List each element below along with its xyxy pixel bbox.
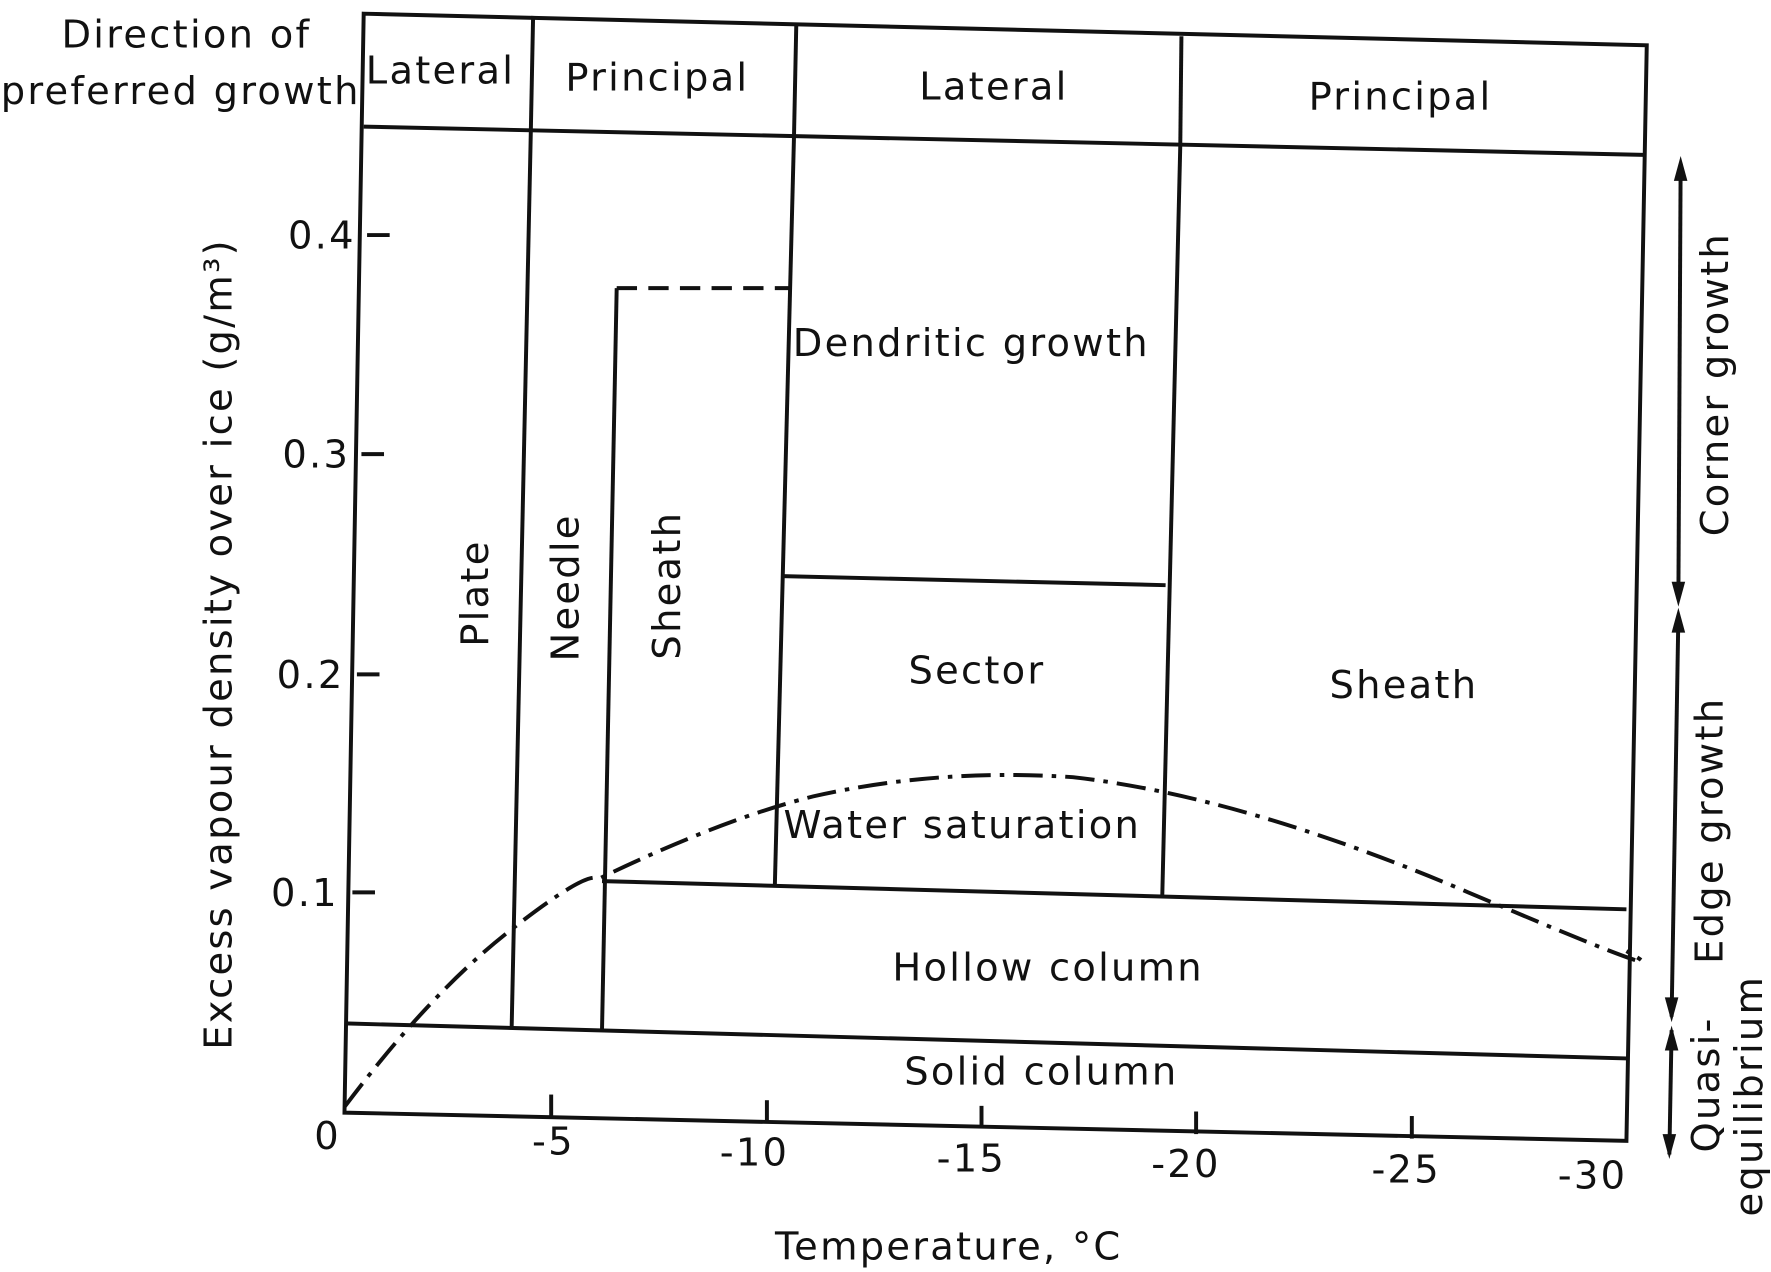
x-tick-label: -15 <box>937 1136 1006 1181</box>
region-label: Dendritic growth <box>793 321 1150 366</box>
y-tick-label: 0.2 <box>277 653 345 698</box>
region-label: Plate <box>453 539 498 646</box>
x-tick-label: -10 <box>720 1131 789 1176</box>
y-tick-label: 0.1 <box>271 871 339 916</box>
header-cell: Principal <box>1309 75 1493 120</box>
frame <box>342 11 1649 1143</box>
y-tick-label: 0.4 <box>288 214 356 259</box>
region-label: Hollow column <box>892 945 1203 990</box>
region-label: Water saturation <box>784 803 1142 848</box>
side-label: equilibrium <box>1727 975 1771 1217</box>
region-label: Solid column <box>904 1049 1178 1094</box>
region-label: Sheath <box>645 511 690 660</box>
region-label: Sheath <box>1330 663 1479 708</box>
side-label: Corner growth <box>1693 232 1738 536</box>
x-axis-label: Temperature, °C <box>774 1224 1122 1269</box>
side-label: Edge growth <box>1687 697 1732 964</box>
row-label: Direction of <box>61 13 311 58</box>
x-tick-label: -20 <box>1151 1142 1220 1187</box>
region-label: Needle <box>543 513 588 661</box>
y-axis-label: Excess vapour density over ice (g/m³) <box>197 238 242 1050</box>
region-label: Sector <box>908 648 1045 693</box>
header-cell: Lateral <box>366 49 515 94</box>
row-label: preferred growth <box>1 69 361 114</box>
y-tick-label: 0.3 <box>282 433 350 478</box>
y-tick-label: 0 <box>314 1114 341 1159</box>
header-cell: Lateral <box>919 65 1068 110</box>
x-tick-label: -25 <box>1371 1148 1440 1193</box>
side-label: Quasi- <box>1684 1016 1729 1152</box>
header-cell: Principal <box>565 55 749 100</box>
side-arrows <box>1662 155 1688 1159</box>
x-tick-label: -5 <box>532 1119 575 1164</box>
x-tick-label: -30 <box>1558 1153 1627 1198</box>
